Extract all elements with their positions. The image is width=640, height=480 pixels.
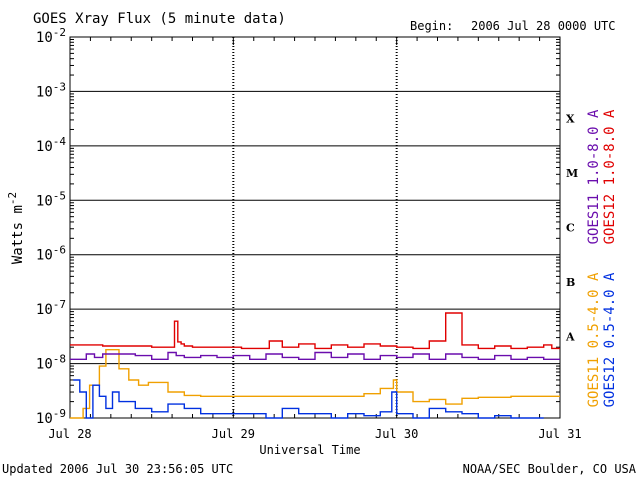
flare-class-label: M: [566, 167, 578, 180]
plot-frame: [69, 36, 561, 419]
series-line: [70, 312, 560, 350]
y-tick-base: 10: [36, 411, 53, 427]
y-tick-base: 10: [36, 248, 53, 264]
y-axis-title-exponent: -2: [6, 192, 19, 205]
y-tick-label: 10-6: [36, 244, 66, 264]
y-tick-exponent: -6: [53, 244, 66, 257]
y-tick-base: 10: [36, 84, 53, 100]
x-tick-label: Jul 30: [375, 427, 418, 441]
flare-class-label: X: [566, 113, 575, 126]
y-tick-label: 10-4: [36, 135, 66, 155]
y-tick-label: 10-3: [36, 80, 66, 100]
y-tick-base: 10: [36, 139, 53, 155]
y-tick-exponent: -3: [53, 80, 66, 93]
legend-entry: GOES11 1.0-8.0 A: [586, 109, 602, 244]
y-axis-title-text: Watts m: [10, 205, 26, 264]
y-tick-exponent: -2: [53, 26, 66, 39]
legend-entry: GOES11 0.5-4.0 A: [586, 272, 602, 407]
updated-timestamp: Updated 2006 Jul 30 23:56:05 UTC: [2, 462, 233, 476]
y-tick-label: 10-9: [36, 407, 66, 427]
begin-value: 2006 Jul 28 0000 UTC: [471, 19, 616, 33]
series-line: [70, 351, 560, 360]
y-tick-label: 10-8: [36, 353, 66, 373]
series-line: [70, 349, 560, 419]
y-tick-label: 10-2: [36, 26, 66, 46]
y-tick-exponent: -5: [53, 189, 66, 202]
y-tick-label: 10-7: [36, 298, 66, 318]
legend-entry: GOES12 0.5-4.0 A: [602, 272, 618, 407]
y-tick-label: 10-5: [36, 189, 66, 209]
x-tick-label: Jul 28: [48, 427, 91, 441]
y-tick-base: 10: [36, 193, 53, 209]
y-tick-exponent: -9: [53, 407, 66, 420]
begin-label: Begin:: [410, 19, 453, 33]
credit-label: NOAA/SEC Boulder, CO USA: [463, 462, 637, 476]
x-axis-title: Universal Time: [259, 443, 360, 457]
y-axis-label: Watts m-2: [6, 192, 26, 264]
y-tick-base: 10: [36, 30, 53, 46]
flare-class-label: B: [566, 276, 575, 289]
y-tick-base: 10: [36, 357, 53, 373]
flare-class-label: C: [566, 222, 575, 235]
x-tick-label: Jul 31: [538, 427, 581, 441]
y-tick-exponent: -4: [53, 135, 67, 148]
y-tick-exponent: -8: [53, 353, 66, 366]
y-tick-base: 10: [36, 302, 53, 318]
y-axis-title: Watts m-2: [6, 192, 26, 264]
legend-entry: GOES12 1.0-8.0 A: [602, 109, 618, 244]
y-tick-exponent: -7: [53, 298, 66, 311]
x-tick-label: Jul 29: [212, 427, 255, 441]
flare-class-label: A: [565, 330, 575, 343]
series-line: [73, 379, 544, 419]
chart-title: GOES Xray Flux (5 minute data): [33, 11, 286, 27]
